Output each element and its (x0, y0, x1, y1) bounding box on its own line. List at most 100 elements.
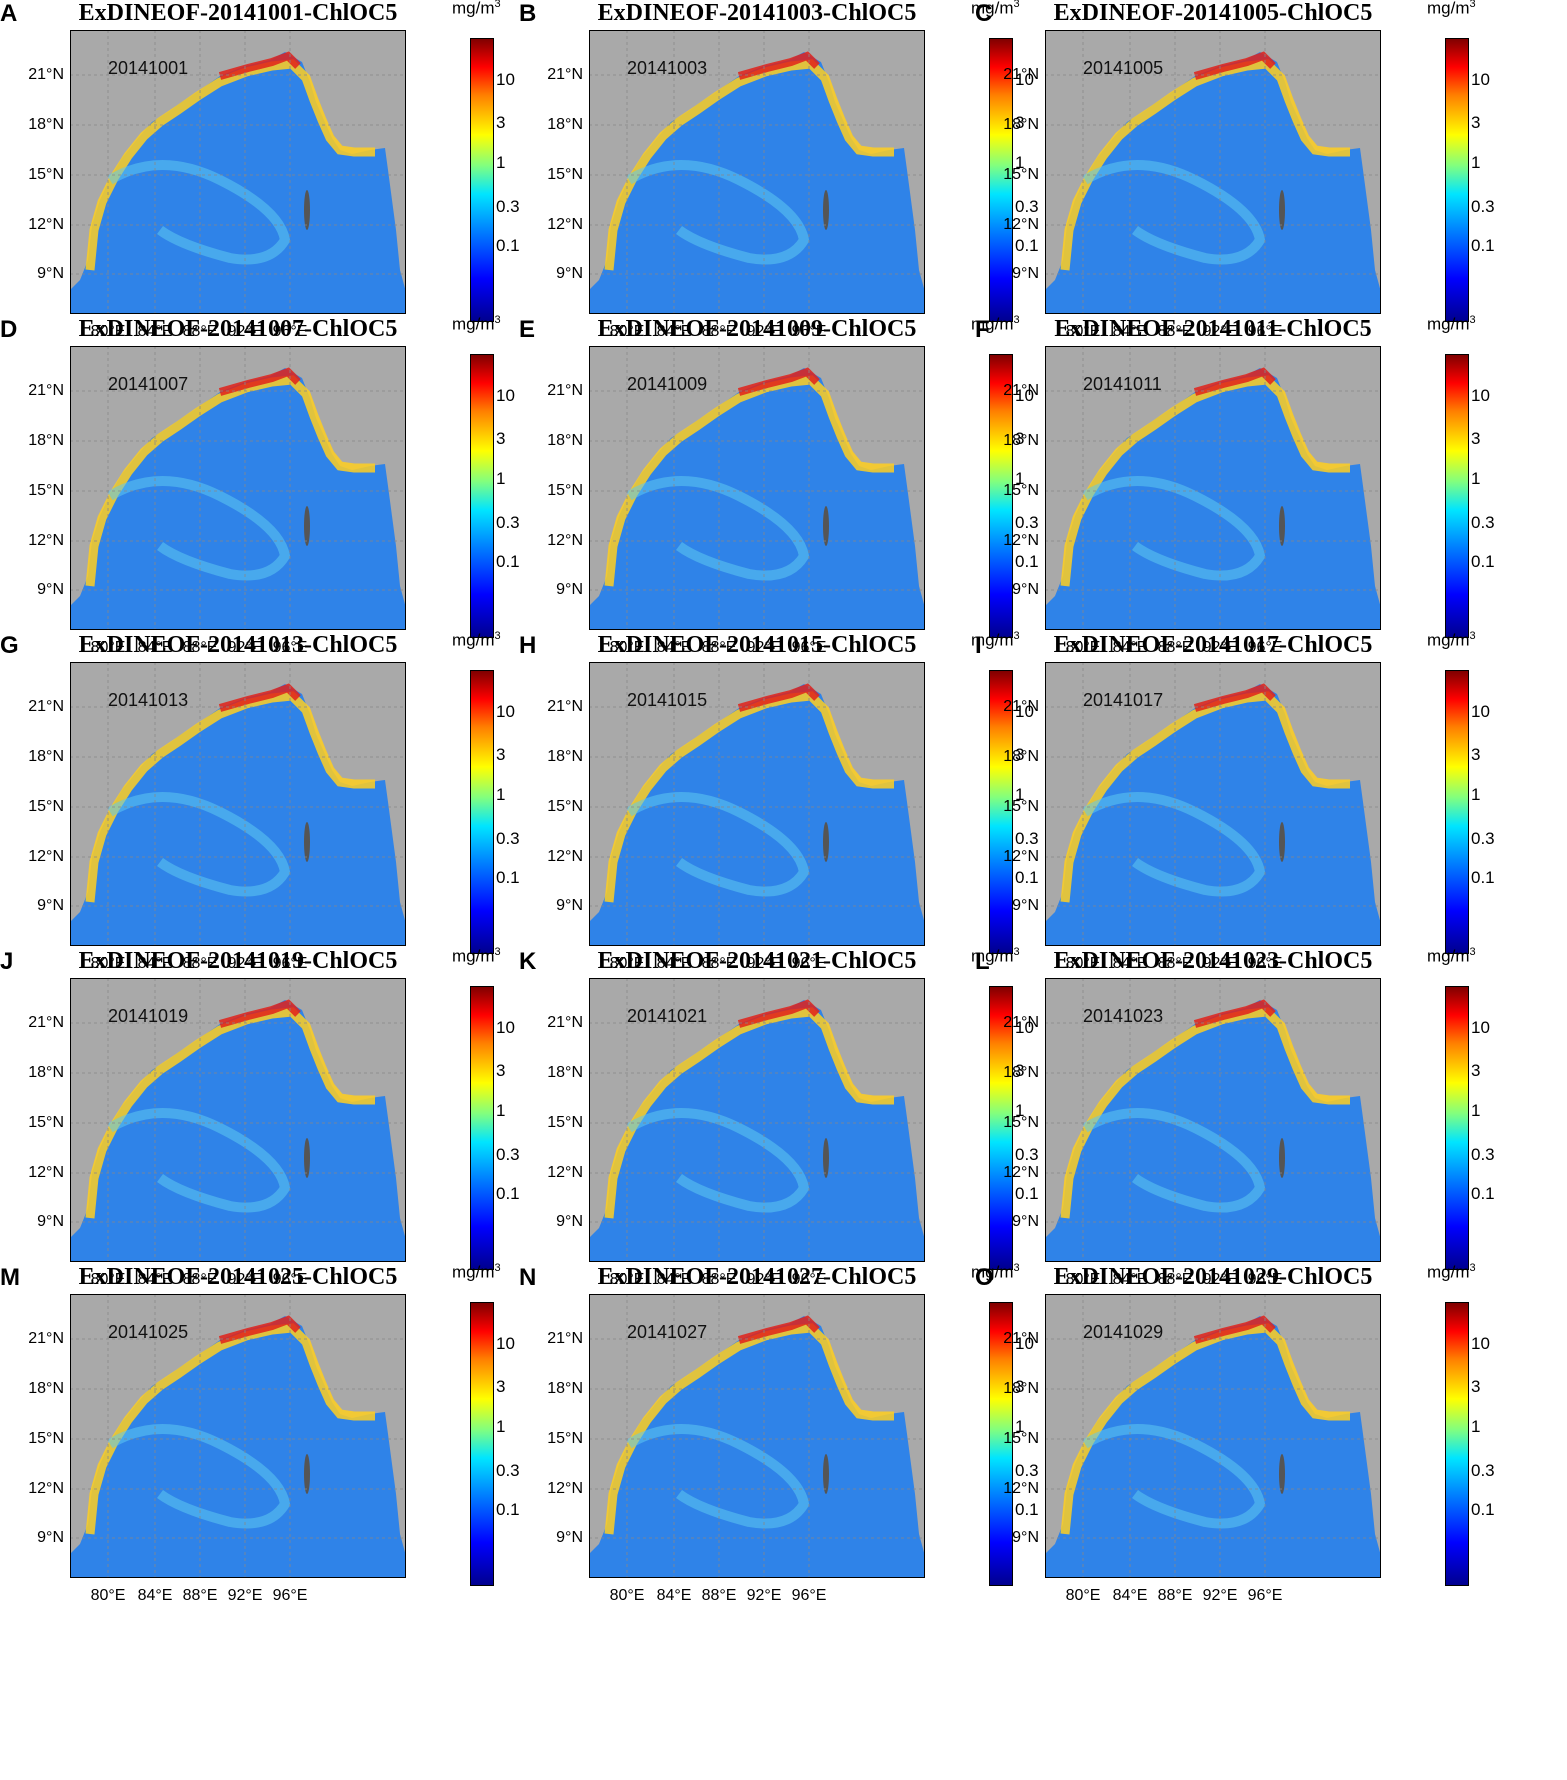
colorbar-tick-label: 0.1 (1471, 868, 1495, 887)
colorbar (989, 354, 1013, 638)
chlorophyll-map (70, 1294, 406, 1578)
river-mouth-high (1193, 683, 1276, 712)
date-label: 20141011 (1083, 374, 1162, 394)
map-panel: C ExDINEOF-20141005-ChlOC5 20141005 21°N 18… (975, 0, 1495, 348)
colorbar-tick-label: 10 (1015, 702, 1034, 721)
colorbar-tick-label: 0.1 (1015, 1184, 1039, 1203)
colorbar-tick-label: 0.1 (496, 1184, 520, 1203)
panel-title: ExDINEOF-20141025-ChlOC5 (78, 1264, 398, 1290)
longitude-tick-label: 80°E (1065, 639, 1101, 656)
panel-title: ExDINEOF-20141023-ChlOC5 (1053, 948, 1373, 974)
panel-letter: N (519, 1264, 537, 1291)
offshore-eddy (1082, 160, 1266, 265)
colorbar-tick-label: 1 (496, 785, 506, 804)
latitude-tick-label: 21°N (28, 66, 64, 83)
chlorophyll-map (1045, 30, 1381, 314)
colorbar-unit: mg/m3 (1427, 0, 1476, 18)
latitude-tick-label: 15°N (1003, 1114, 1039, 1131)
panel-letter: A (0, 0, 18, 27)
longitude-tick-label: 88°E (1157, 639, 1193, 656)
latitude-tick-label: 18°N (547, 1380, 583, 1397)
longitude-tick-label: 88°E (1157, 1271, 1193, 1288)
longitude-tick-label: 80°E (609, 323, 645, 340)
panel-letter: F (975, 316, 990, 343)
map-panel: I ExDINEOF-20141017-ChlOC5 20141017 21°N 18… (975, 630, 1495, 980)
date-label: 20141023 (1083, 1006, 1164, 1026)
longitude-tick-label: 92°E (227, 1271, 263, 1288)
andaman-islands (304, 1454, 310, 1494)
latitude-tick-label: 12°N (28, 1164, 64, 1181)
colorbar-tick-label: 10 (1015, 1334, 1034, 1353)
andaman-islands (823, 1138, 829, 1178)
panel-title: ExDINEOF-20141019-ChlOC5 (78, 948, 398, 974)
colorbar-tick-label: 0.1 (1471, 552, 1495, 571)
colorbar-tick-label: 3 (496, 745, 506, 764)
longitude-tick-label: 80°E (1065, 1587, 1101, 1604)
andaman-islands (1279, 822, 1285, 862)
latitude-tick-label: 21°N (28, 1330, 64, 1347)
longitude-tick-label: 80°E (609, 1587, 645, 1604)
latitude-tick-label: 15°N (1003, 166, 1039, 183)
latitude-tick-label: 9°N (556, 1529, 583, 1546)
latitude-tick-label: 9°N (37, 1529, 64, 1546)
latitude-tick-label: 18°N (28, 1064, 64, 1081)
map-panel: H ExDINEOF-20141015-ChlOC5 20141015 21°N 18… (519, 630, 1039, 980)
river-mouth-high (218, 999, 301, 1028)
longitude-tick-label: 80°E (609, 1271, 645, 1288)
longitude-tick-label: 92°E (746, 1271, 782, 1288)
longitude-tick-label: 96°E (791, 955, 827, 972)
colorbar-unit: mg/m3 (971, 314, 1020, 334)
panel-title: ExDINEOF-20141029-ChlOC5 (1053, 1264, 1373, 1290)
offshore-eddy (107, 1424, 291, 1529)
colorbar-tick-label: 3 (496, 1061, 506, 1080)
panel-title: ExDINEOF-20141013-ChlOC5 (78, 632, 398, 658)
colorbar-tick-label: 1 (1015, 1101, 1025, 1120)
latitude-tick-label: 9°N (556, 265, 583, 282)
latitude-tick-label: 9°N (1012, 265, 1039, 282)
colorbar-unit: mg/m3 (452, 0, 501, 18)
panel-title: ExDINEOF-20141001-ChlOC5 (78, 0, 398, 26)
map-panel: A ExDINEOF-20141001-ChlOC5 20141001 21°N 18… (0, 0, 520, 348)
panel-title: ExDINEOF-20141011-ChlOC5 (1054, 316, 1372, 342)
chlorophyll-map (1045, 1294, 1381, 1578)
colorbar-unit: mg/m3 (1427, 946, 1476, 966)
colorbar-tick-label: 1 (1015, 1417, 1025, 1436)
colorbar-tick-label: 1 (1471, 469, 1481, 488)
date-label: 20141007 (108, 374, 189, 394)
panel-title: ExDINEOF-20141027-ChlOC5 (597, 1264, 917, 1290)
map-panel: G ExDINEOF-20141013-ChlOC5 20141013 21°N 18… (0, 630, 520, 980)
andaman-islands (823, 190, 829, 230)
longitude-tick-label: 92°E (227, 323, 263, 340)
latitude-tick-label: 9°N (1012, 1529, 1039, 1546)
longitude-tick-label: 80°E (1065, 323, 1101, 340)
panel-title: ExDINEOF-20141009-ChlOC5 (597, 316, 917, 342)
chlorophyll-map (70, 346, 406, 630)
colorbar-tick-label: 0.3 (1015, 513, 1039, 532)
colorbar-tick-label: 10 (496, 1018, 515, 1037)
colorbar-tick-label: 3 (1471, 1061, 1481, 1080)
panel-letter: M (0, 1264, 20, 1291)
panel-letter: D (0, 316, 18, 343)
longitude-tick-label: 92°E (746, 323, 782, 340)
latitude-tick-label: 15°N (1003, 1430, 1039, 1447)
map-panel: L ExDINEOF-20141023-ChlOC5 20141023 21°N 18… (975, 946, 1495, 1296)
longitude-tick-label: 84°E (656, 639, 692, 656)
latitude-tick-label: 21°N (547, 1014, 583, 1031)
longitude-tick-label: 84°E (656, 1587, 692, 1604)
andaman-islands (304, 822, 310, 862)
colorbar-tick-label: 1 (1471, 1417, 1481, 1436)
latitude-tick-label: 15°N (547, 1430, 583, 1447)
latitude-tick-label: 12°N (28, 532, 64, 549)
longitude-tick-label: 88°E (182, 1587, 218, 1604)
colorbar-tick-label: 3 (1471, 113, 1481, 132)
colorbar-tick-label: 0.3 (1471, 829, 1495, 848)
panel-title: ExDINEOF-20141021-ChlOC5 (597, 948, 917, 974)
latitude-tick-label: 18°N (547, 432, 583, 449)
map-panel: D ExDINEOF-20141007-ChlOC5 20141007 21°N 18… (0, 314, 520, 664)
longitude-tick-label: 80°E (1065, 955, 1101, 972)
latitude-tick-label: 9°N (1012, 1213, 1039, 1230)
longitude-tick-label: 80°E (90, 323, 126, 340)
colorbar (470, 670, 494, 954)
chlorophyll-map (70, 662, 406, 946)
longitude-tick-label: 92°E (1202, 639, 1238, 656)
